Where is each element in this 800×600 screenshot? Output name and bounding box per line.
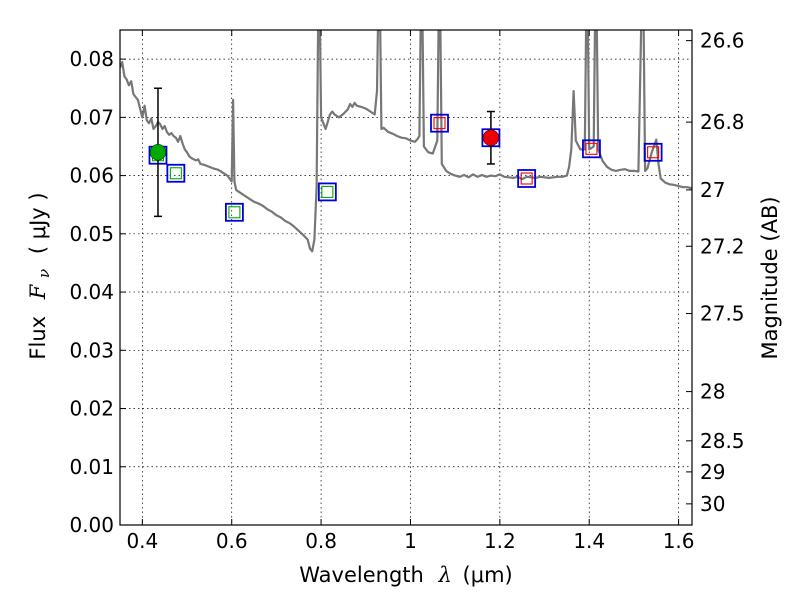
y-tick-label: 0.01 [69, 455, 114, 479]
y-tick-label: 0.07 [69, 105, 114, 129]
points-layer [148, 87, 663, 222]
plot-frame [119, 29, 693, 526]
y-tick-label: 0.00 [69, 513, 114, 537]
observed-flux-point [149, 144, 167, 161]
x-tick-label: 0.6 [216, 529, 248, 553]
model-flux-box [430, 113, 449, 133]
x-tick-label: 1.2 [484, 529, 516, 553]
y-axis-label: Flux F ν ( μJy ) [26, 192, 54, 359]
magnitude-tick-label: 26.6 [700, 29, 745, 53]
magnitude-tick-label: 30 [700, 492, 725, 516]
magnitude-tick-label: 28.5 [700, 429, 745, 453]
model-flux-inner-box [169, 167, 182, 180]
x-tick-label: 1.4 [573, 529, 605, 553]
model-flux-inner-box [585, 142, 598, 155]
y-tick-label: 0.02 [69, 397, 114, 421]
model-flux-box [582, 139, 601, 159]
x-tick-label: 0.8 [305, 529, 337, 553]
y-axis-label-text: Flux [26, 316, 50, 360]
x-axis-label: Wavelength λ (μm) [299, 563, 512, 587]
x-axis-label-symbol: λ [438, 563, 452, 587]
magnitude-axis-ticks: 26.6 26.8 27 27.2 27.5 28 28.5 29 30 [686, 29, 745, 516]
magnitude-tick-label: 27.5 [700, 302, 745, 326]
model-flux-box [317, 182, 337, 202]
model-flux-inner-box [433, 117, 446, 130]
spectrum-layer [120, 30, 692, 253]
y-tick-label: 0.08 [69, 47, 114, 71]
model-flux-inner-box [321, 185, 334, 198]
x-axis-ticks: 0.4 0.6 0.8 1 1.2 1.4 1.6 [126, 30, 695, 553]
y-axis-ticks: 0.00 0.01 0.02 0.03 0.04 0.05 0.06 0.07 0.08 [69, 47, 126, 537]
y-tick-label: 0.03 [69, 338, 114, 362]
sed-spectrum-line [120, 30, 692, 253]
x-tick-label: 1 [404, 529, 417, 553]
model-flux-inner-box [228, 206, 241, 219]
grid-lines [120, 30, 692, 526]
y-tick-label: 0.05 [69, 222, 114, 246]
x-tick-label: 1.6 [663, 529, 695, 553]
y-tick-label: 0.04 [69, 280, 114, 304]
magnitude-tick-label: 27.2 [700, 234, 745, 258]
magnitude-tick-label: 28 [700, 380, 725, 404]
y-axis-label-symbol: F [26, 283, 50, 300]
y-tick-label: 0.06 [69, 164, 114, 188]
model-flux-inner-box [647, 146, 660, 159]
x-tick-label: 0.4 [126, 529, 158, 553]
magnitude-tick-label: 27 [700, 178, 725, 202]
magnitude-axis-label: Magnitude (AB) [758, 196, 782, 359]
model-flux-box [643, 142, 663, 162]
model-flux-box [517, 169, 537, 188]
y-axis-label-subscript: ν [35, 269, 53, 278]
x-axis-label-unit: (μm) [463, 563, 513, 587]
magnitude-tick-label: 26.8 [700, 110, 745, 134]
observed-flux-point [482, 129, 500, 146]
y-axis-label-unit: ( μJy ) [26, 192, 50, 254]
x-axis-label-text: Wavelength [299, 563, 424, 587]
model-flux-box [166, 163, 186, 183]
model-flux-box [224, 202, 244, 222]
magnitude-tick-label: 29 [700, 460, 725, 484]
model-flux-inner-box [520, 172, 533, 185]
